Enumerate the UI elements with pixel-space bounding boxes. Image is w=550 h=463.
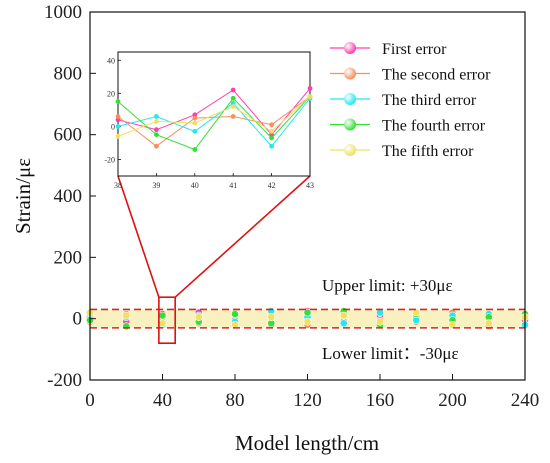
x-tick-label: 160 (366, 390, 395, 411)
inset-data-point (115, 133, 121, 139)
inset-data-point (192, 112, 198, 118)
highlight-region (117, 175, 311, 345)
inset-x-tick-label: 40 (191, 181, 199, 190)
inset-data-point (154, 114, 159, 119)
inset-data-point (192, 120, 198, 126)
highlight-box (158, 296, 176, 345)
data-point (303, 317, 312, 326)
inset-data-point (307, 94, 313, 100)
legend-label: The second error (382, 67, 491, 84)
inset-data-point (115, 99, 121, 104)
inset-data-point (115, 114, 121, 119)
legend-marker (344, 118, 356, 131)
data-point (339, 319, 348, 328)
inset-data-point (230, 100, 236, 106)
inset-data-point (154, 119, 159, 124)
inset-y-tick-label: 20 (107, 89, 115, 98)
data-point (339, 311, 348, 320)
inset-y-tick-label: -20 (104, 155, 115, 164)
legend-marker (344, 42, 356, 54)
y-tick-label: 400 (54, 186, 83, 207)
main-data-points (86, 307, 529, 331)
data-point (194, 313, 203, 322)
data-point (267, 313, 276, 322)
y-tick-label: -200 (47, 370, 82, 391)
legend-marker (344, 67, 356, 80)
data-point (122, 311, 131, 320)
x-tick-label: 0 (85, 390, 95, 411)
y-tick-label: 600 (54, 125, 83, 146)
inset-data-point (115, 124, 121, 129)
inset-data-point (269, 143, 274, 149)
data-point (158, 319, 167, 328)
legend-label: The fifth error (382, 143, 474, 160)
inset-data-point (230, 87, 236, 93)
inset-data-point (115, 117, 121, 123)
x-tick-label: 80 (226, 390, 245, 411)
inset-series-line (117, 97, 311, 147)
inset-data-point (230, 104, 236, 109)
inset-data-point (154, 127, 159, 133)
y-tick-label: 200 (54, 247, 83, 268)
inset-x-tick-label: 38 (114, 181, 122, 190)
inset-data-point (192, 115, 198, 121)
data-point (448, 320, 457, 329)
inset-data-point (269, 122, 274, 128)
inset-x-tick-label: 42 (268, 181, 276, 190)
legend-marker (344, 93, 356, 105)
legend-marker (344, 144, 356, 156)
x-tick-label: 120 (293, 390, 322, 411)
inset-x-tick-label: 39 (152, 181, 160, 190)
limit-lines (90, 308, 525, 329)
legend-label: First error (382, 41, 447, 58)
y-tick-label: 1000 (44, 2, 82, 23)
data-point (231, 310, 239, 318)
data-point (303, 308, 312, 317)
y-axis-ticks: -200 0 200 400 600 800 1000 (44, 2, 96, 391)
inset-y-tick-label: 0 (111, 122, 115, 131)
inset-series-line (117, 96, 311, 151)
inset-data-point (230, 95, 236, 101)
data-point (412, 308, 421, 317)
connector-line (174, 175, 311, 298)
legend-label: The third error (382, 92, 477, 109)
data-point (376, 317, 384, 326)
x-tick-label: 40 (153, 390, 172, 411)
x-tick-label: 200 (438, 390, 467, 411)
inset-series-line (117, 88, 311, 136)
inset-series-line (117, 96, 311, 137)
data-point (484, 319, 493, 328)
data-point (158, 311, 167, 320)
y-axis-title: Strain/με (11, 158, 35, 234)
y-tick-label: 0 (73, 309, 83, 330)
inset-x-tick-label: 41 (229, 181, 237, 190)
y-tick-label: 800 (54, 63, 83, 84)
inset-data-point (307, 85, 313, 91)
inset-data-point (230, 114, 236, 119)
inset-data-point (154, 143, 159, 149)
inset-data-point (269, 135, 274, 141)
legend-label: The fourth error (382, 118, 486, 135)
inset-x-tick-label: 43 (306, 181, 314, 190)
x-axis-title: Model length/cm (235, 431, 379, 455)
lower-limit-label: Lower limit：-30με (322, 344, 459, 363)
inset-chart: 38 39 40 41 42 43 -20 0 20 40 (104, 51, 314, 190)
data-point (122, 322, 131, 331)
upper-limit-label: Upper limit: +30με (322, 276, 453, 295)
inset-data-point (192, 128, 198, 134)
inset-data-point (269, 128, 274, 134)
inset-data-point (192, 147, 198, 152)
x-axis-ticks: 0 40 80 120 160 200 240 (85, 374, 539, 411)
inset-data-point (154, 132, 159, 138)
x-tick-label: 240 (511, 390, 540, 411)
legend: First error The second error The third err… (330, 41, 491, 160)
connector-line (117, 175, 160, 298)
inset-y-tick-label: 40 (107, 56, 115, 65)
inset-frame (117, 51, 311, 177)
inset-data-point (269, 132, 274, 138)
